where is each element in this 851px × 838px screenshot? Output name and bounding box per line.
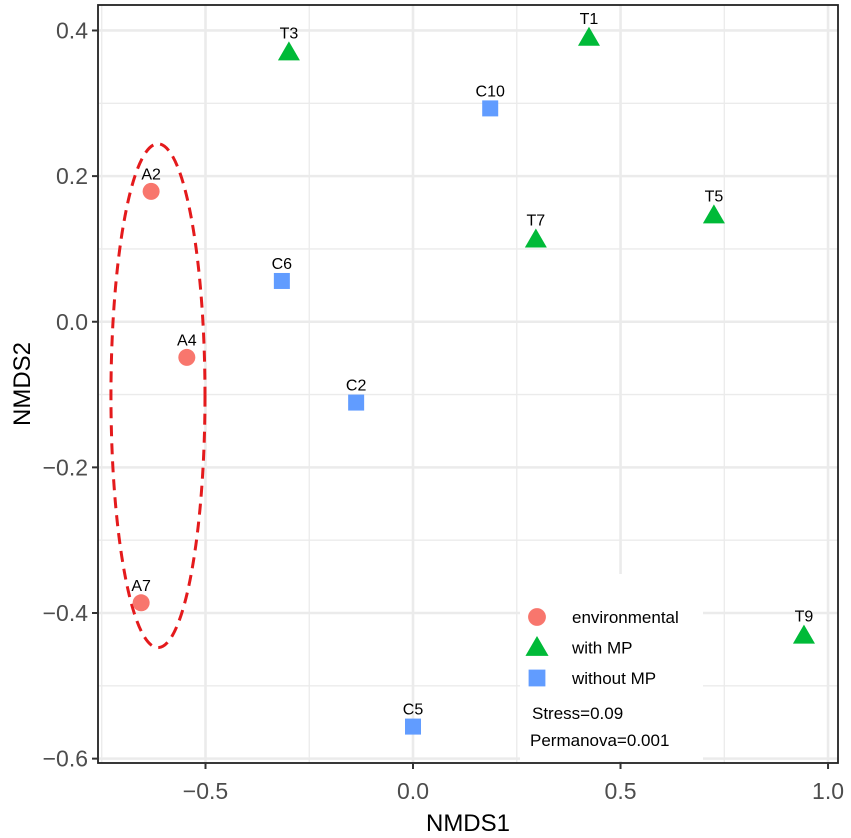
- y-axis-title: NMDS2: [9, 342, 36, 426]
- point-a2: A2: [141, 166, 161, 200]
- legend-item-environmental: environmental: [528, 608, 679, 627]
- legend-key-circle: [528, 608, 546, 626]
- y-tick-label: 0.4: [56, 18, 88, 44]
- panel-background: [98, 5, 838, 763]
- point-label: T7: [527, 212, 546, 229]
- point-label: A4: [177, 332, 197, 349]
- point-label: T3: [280, 25, 299, 42]
- point-a4: A4: [177, 332, 197, 366]
- legend-key-square: [528, 669, 546, 687]
- legend-key-triangle: [525, 635, 549, 656]
- triangle-marker: [277, 41, 300, 61]
- major-gridlines: [98, 5, 838, 763]
- point-label: T5: [705, 188, 724, 205]
- square-marker: [482, 100, 499, 117]
- point-t3: T3: [277, 25, 300, 61]
- legend-label: environmental: [572, 608, 679, 627]
- point-t9: T9: [792, 609, 815, 644]
- point-t7: T7: [524, 212, 547, 248]
- triangle-marker: [702, 204, 725, 224]
- point-c2: C2: [346, 378, 367, 411]
- point-c10: C10: [476, 83, 505, 117]
- x-tick-label: −0.5: [183, 778, 228, 804]
- point-c5: C5: [403, 702, 424, 735]
- triangle-marker: [792, 624, 815, 644]
- point-t1: T1: [577, 11, 600, 46]
- circle-marker: [142, 182, 160, 200]
- legend-item-without-mp: without MP: [528, 669, 656, 688]
- legend-label: without MP: [571, 669, 656, 688]
- circle-marker: [132, 594, 150, 612]
- y-axis: 0.4 0.2 0.0 −0.2 −0.4 −0.6: [43, 18, 98, 772]
- y-tick-label: −0.4: [43, 600, 89, 626]
- point-label: A2: [141, 166, 161, 183]
- x-tick-label: 1.0: [812, 778, 844, 804]
- point-t5: T5: [702, 188, 725, 224]
- point-c6: C6: [272, 256, 293, 289]
- point-label: T9: [795, 609, 814, 626]
- permanova-value: Permanova=0.001: [530, 731, 669, 750]
- stress-value: Stress=0.09: [532, 704, 623, 723]
- data-points: A2 A4 A7 T1 T3 T5 T7 T9 C2 C5 C6 C10: [131, 11, 815, 735]
- y-tick-label: −0.6: [43, 746, 88, 772]
- point-label: C6: [272, 256, 293, 273]
- triangle-marker: [524, 228, 547, 248]
- y-tick-label: 0.2: [56, 163, 88, 189]
- minor-gridlines: [98, 5, 838, 763]
- point-a7: A7: [131, 578, 151, 612]
- square-marker: [405, 718, 422, 735]
- x-tick-label: 0.0: [397, 778, 429, 804]
- point-label: C10: [476, 83, 505, 100]
- panel-border: [97, 4, 839, 764]
- point-label: A7: [131, 578, 151, 595]
- legend: environmental with MP without MP: [520, 574, 703, 761]
- fit-statistics: Stress=0.09 Permanova=0.001: [530, 704, 669, 750]
- legend-item-with-mp: with MP: [525, 635, 632, 657]
- circle-marker: [178, 348, 196, 366]
- environmental-group-ellipse: [109, 142, 207, 650]
- triangle-marker: [577, 26, 600, 46]
- x-axis: −0.5 0.0 0.5 1.0: [183, 763, 844, 804]
- x-axis-title: NMDS1: [426, 810, 510, 837]
- point-label: T1: [580, 11, 599, 28]
- point-label: C2: [346, 378, 367, 395]
- legend-label: with MP: [571, 638, 632, 657]
- group-highlight: [109, 142, 207, 650]
- point-label: C5: [403, 702, 424, 719]
- square-marker: [273, 272, 290, 289]
- x-tick-label: 0.5: [605, 778, 637, 804]
- square-marker: [348, 394, 365, 411]
- legend-background: [520, 574, 703, 761]
- y-tick-label: −0.2: [43, 454, 88, 480]
- y-tick-label: 0.0: [56, 309, 88, 335]
